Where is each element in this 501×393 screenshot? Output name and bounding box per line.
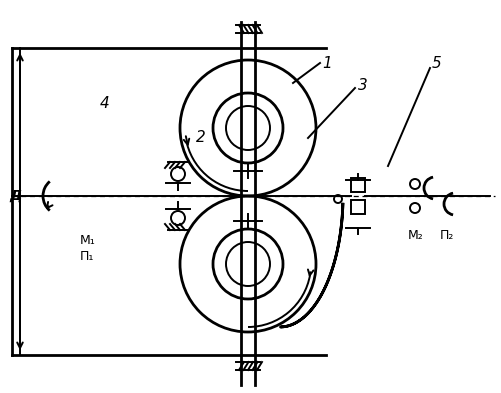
Text: П₁: П₁: [80, 250, 94, 263]
Text: М₁: М₁: [80, 235, 96, 248]
Bar: [350, 200, 364, 214]
Text: П₂: П₂: [439, 230, 453, 242]
Text: 2: 2: [195, 130, 205, 145]
Bar: [350, 178, 364, 192]
Text: 3: 3: [357, 79, 367, 94]
Text: Д: Д: [10, 189, 22, 203]
Text: 5: 5: [431, 55, 441, 70]
Text: 1: 1: [321, 55, 331, 70]
Text: М₂: М₂: [407, 230, 423, 242]
Text: 4: 4: [100, 95, 110, 110]
